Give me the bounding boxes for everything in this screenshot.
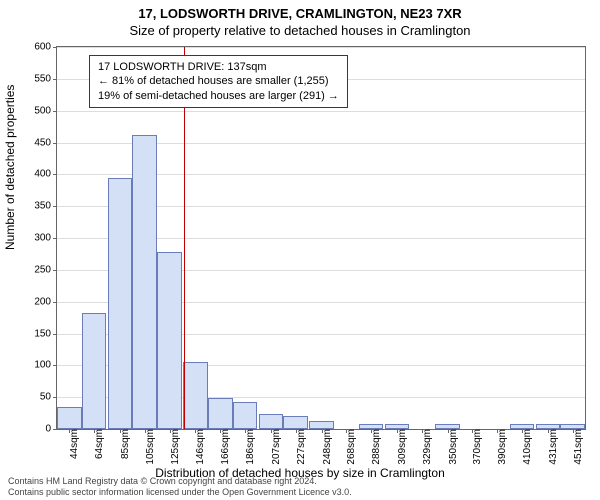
- xtick-label: 186sqm: [241, 429, 256, 465]
- footer-line2: Contains public sector information licen…: [8, 487, 352, 498]
- ytick-label: 550: [34, 73, 57, 84]
- xtick-label: 248sqm: [318, 429, 333, 465]
- xtick-label: 125sqm: [166, 429, 181, 465]
- ytick-label: 200: [34, 296, 57, 307]
- xtick-label: 85sqm: [116, 429, 131, 459]
- xtick-label: 350sqm: [444, 429, 459, 465]
- annotation-line1: 17 LODSWORTH DRIVE: 137sqm: [98, 60, 339, 74]
- plot-inner: 05010015020025030035040045050055060044sq…: [57, 47, 585, 429]
- ytick-label: 400: [34, 169, 57, 180]
- xtick-label: 227sqm: [292, 429, 307, 465]
- histogram-bar: [309, 421, 334, 429]
- xtick-label: 207sqm: [267, 429, 282, 465]
- xtick-label: 451sqm: [569, 429, 584, 465]
- ytick-label: 50: [40, 392, 57, 403]
- histogram-bar: [208, 398, 233, 429]
- xtick-label: 309sqm: [393, 429, 408, 465]
- xtick-label: 268sqm: [342, 429, 357, 465]
- histogram-bar: [82, 313, 107, 430]
- ytick-label: 600: [34, 42, 57, 53]
- histogram-bar: [157, 252, 182, 429]
- gridline: [57, 111, 585, 112]
- xtick-label: 431sqm: [544, 429, 559, 465]
- histogram-bar: [108, 178, 133, 429]
- histogram-bar: [233, 402, 258, 429]
- ytick-label: 100: [34, 360, 57, 371]
- xtick-label: 370sqm: [468, 429, 483, 465]
- plot-area: 05010015020025030035040045050055060044sq…: [56, 46, 586, 430]
- xtick-label: 329sqm: [418, 429, 433, 465]
- xtick-label: 166sqm: [216, 429, 231, 465]
- histogram-bar: [132, 135, 157, 429]
- histogram-bar: [283, 416, 308, 429]
- histogram-bar: [259, 414, 284, 429]
- y-axis-label-text: Number of detached properties: [3, 85, 17, 250]
- chart-container: 17, LODSWORTH DRIVE, CRAMLINGTON, NE23 7…: [0, 0, 600, 500]
- ytick-label: 350: [34, 201, 57, 212]
- ytick-label: 500: [34, 105, 57, 116]
- title-sub: Size of property relative to detached ho…: [0, 21, 600, 42]
- xtick-label: 146sqm: [191, 429, 206, 465]
- ytick-label: 300: [34, 233, 57, 244]
- histogram-bar: [183, 362, 208, 429]
- annotation-line3: 19% of semi-detached houses are larger (…: [98, 89, 339, 103]
- xtick-label: 105sqm: [141, 429, 156, 465]
- annotation-box: 17 LODSWORTH DRIVE: 137sqm← 81% of detac…: [89, 55, 348, 108]
- ytick-label: 450: [34, 137, 57, 148]
- xtick-label: 390sqm: [493, 429, 508, 465]
- xtick-label: 64sqm: [90, 429, 105, 459]
- xtick-label: 44sqm: [65, 429, 80, 459]
- xtick-label: 288sqm: [367, 429, 382, 465]
- ytick-label: 0: [45, 424, 57, 435]
- histogram-bar: [57, 407, 82, 429]
- footer-line1: Contains HM Land Registry data © Crown c…: [8, 476, 352, 487]
- gridline: [57, 47, 585, 48]
- annotation-line2: ← 81% of detached houses are smaller (1,…: [98, 74, 339, 88]
- ytick-label: 250: [34, 264, 57, 275]
- footer-attribution: Contains HM Land Registry data © Crown c…: [8, 476, 352, 498]
- title-main: 17, LODSWORTH DRIVE, CRAMLINGTON, NE23 7…: [0, 0, 600, 21]
- xtick-label: 410sqm: [518, 429, 533, 465]
- ytick-label: 150: [34, 328, 57, 339]
- y-axis-label: Number of detached properties: [3, 85, 17, 250]
